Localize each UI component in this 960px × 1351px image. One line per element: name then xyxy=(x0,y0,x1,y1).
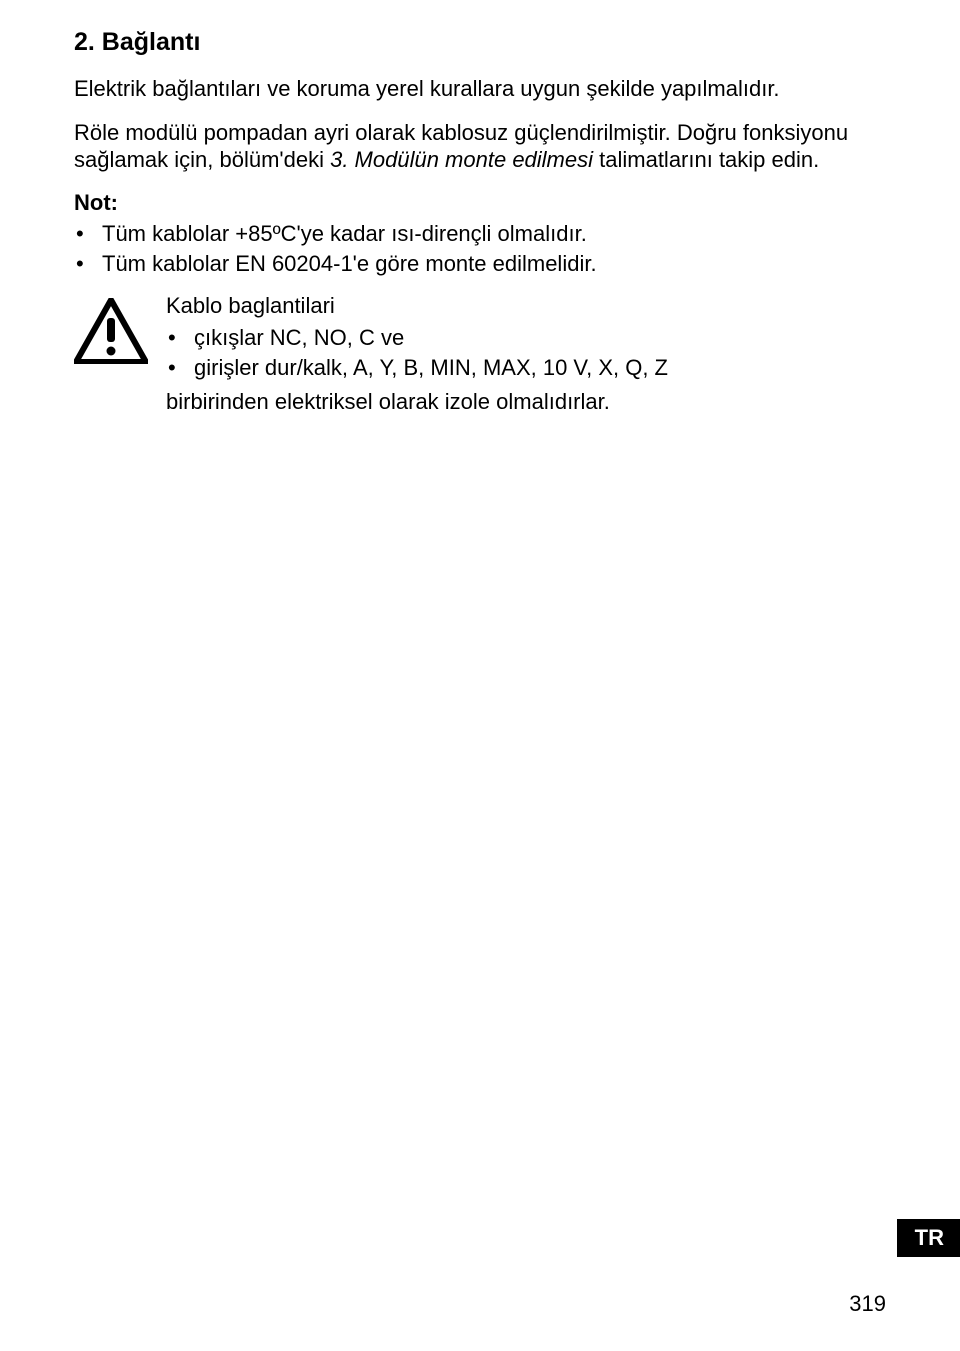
warning-bullet-1: çıkışlar NC, NO, C ve xyxy=(166,324,886,352)
warning-block: Kablo baglantilari çıkışlar NC, NO, C ve… xyxy=(74,292,886,417)
note-bullet-1: Tüm kablolar +85ºC'ye kadar ısı-dirençli… xyxy=(74,220,886,248)
warning-bullet-2: girişler dur/kalk, A, Y, B, MIN, MAX, 10… xyxy=(166,354,886,382)
warning-body: Kablo baglantilari çıkışlar NC, NO, C ve… xyxy=(166,292,886,417)
paragraph-2-after: talimatlarını takip edin. xyxy=(593,147,819,172)
warning-last-line: birbirinden elektriksel olarak izole olm… xyxy=(166,388,886,416)
warning-bullets: çıkışlar NC, NO, C ve girişler dur/kalk,… xyxy=(166,324,886,382)
warning-icon xyxy=(74,298,148,364)
warning-title: Kablo baglantilari xyxy=(166,292,886,320)
page-number: 319 xyxy=(849,1291,886,1317)
note-label: Not: xyxy=(74,190,886,216)
paragraph-2: Röle modülü pompadan ayri olarak kablosu… xyxy=(74,119,886,174)
language-tab: TR xyxy=(897,1219,960,1257)
section-title: 2. Bağlantı xyxy=(74,28,886,57)
note-bullet-2: Tüm kablolar EN 60204-1'e göre monte edi… xyxy=(74,250,886,278)
paragraph-1: Elektrik bağlantıları ve koruma yerel ku… xyxy=(74,75,886,103)
paragraph-2-italic: 3. Modülün monte edilmesi xyxy=(330,147,593,172)
page-content: 2. Bağlantı Elektrik bağlantıları ve kor… xyxy=(0,0,960,416)
note-bullets: Tüm kablolar +85ºC'ye kadar ısı-dirençli… xyxy=(74,220,886,278)
